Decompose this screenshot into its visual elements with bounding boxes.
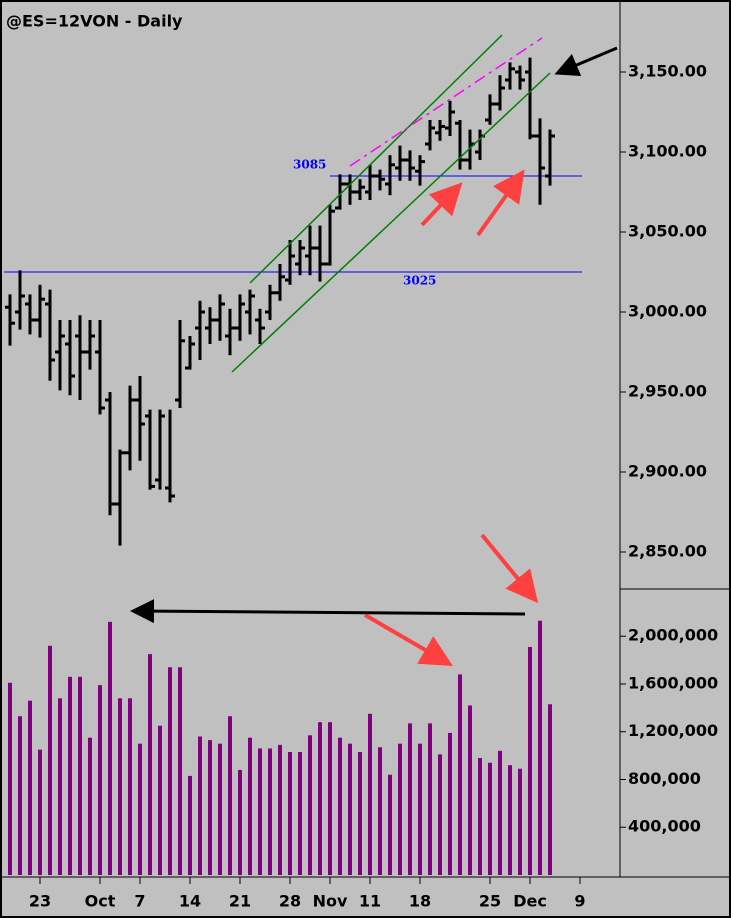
y-tick-label: 3,150.00: [628, 62, 707, 81]
volume-bar: [398, 743, 402, 875]
x-tick-label: 21: [229, 892, 251, 911]
volume-bar: [428, 723, 432, 875]
volume-bar: [408, 723, 412, 875]
volume-bar: [158, 725, 162, 875]
volume-bar: [308, 735, 312, 875]
volume-bar: [238, 769, 242, 875]
volume-bar: [108, 621, 112, 875]
volume-bar: [8, 682, 12, 875]
arrow: [363, 613, 453, 667]
arrow: [476, 169, 525, 237]
volume-bar: [18, 716, 22, 875]
volume-bar: [338, 737, 342, 875]
volume-bar: [508, 765, 512, 875]
y-tick-label: 3,100.00: [628, 142, 707, 161]
y-tick-label: 400,000: [628, 817, 701, 836]
volume-bar: [58, 698, 62, 875]
channel-line: [231, 72, 551, 373]
volume-bar: [448, 732, 452, 875]
volume-bar: [88, 737, 92, 875]
volume-bar: [248, 737, 252, 875]
level-label: 3025: [403, 274, 436, 288]
y-tick-label: 2,900.00: [628, 462, 707, 481]
volume-bar: [458, 674, 462, 875]
volume-bar: [498, 750, 502, 875]
volume-bar: [258, 748, 262, 875]
x-tick-label: 7: [134, 892, 145, 911]
volume-bar: [548, 704, 552, 875]
volume-bar: [228, 716, 232, 875]
y-tick-label: 3,050.00: [628, 222, 707, 241]
volume-bar: [318, 722, 322, 875]
x-tick-label: 28: [279, 892, 301, 911]
volume-bar: [148, 654, 152, 875]
x-tick-label: 18: [409, 892, 431, 911]
y-tick-label: 800,000: [628, 769, 701, 788]
volume-bar: [378, 747, 382, 875]
arrow: [420, 182, 463, 227]
volume-bar: [198, 736, 202, 875]
y-tick-label: 2,000,000: [628, 626, 718, 645]
volume-bar: [68, 676, 72, 875]
volume-bar: [478, 757, 482, 875]
y-tick-label: 3,000.00: [628, 302, 707, 321]
volume-bar: [168, 667, 172, 875]
y-tick-label: 1,600,000: [628, 673, 718, 692]
volume-bar: [278, 744, 282, 875]
y-tick-label: 1,200,000: [628, 721, 718, 740]
volume-bar: [538, 620, 542, 875]
volume-bar: [348, 743, 352, 875]
volume-bar: [208, 740, 212, 875]
arrow: [480, 533, 539, 604]
volume-bar: [138, 743, 142, 875]
volume-bar: [488, 762, 492, 875]
volume-bar: [118, 698, 122, 875]
volume-bar: [438, 754, 442, 875]
volume-bar: [528, 646, 532, 875]
volume-bar: [188, 775, 192, 875]
x-tick-label: 14: [179, 892, 201, 911]
volume-bar: [38, 749, 42, 875]
volume-bar: [268, 748, 272, 875]
y-tick-label: 2,850.00: [628, 542, 707, 561]
trend-line: [349, 37, 543, 167]
x-tick-label: Dec: [513, 892, 547, 911]
volume-bar: [178, 667, 182, 875]
x-tick-label: 25: [479, 892, 501, 911]
chart-title: @ES=12VON - Daily: [6, 12, 183, 31]
volume-bar: [468, 705, 472, 875]
x-tick-label: 9: [574, 892, 585, 911]
volume-bar: [98, 685, 102, 875]
volume-bar: [418, 743, 422, 875]
volume-bar: [368, 713, 372, 875]
x-tick-label: 23: [29, 892, 51, 911]
x-tick-label: Nov: [313, 892, 348, 911]
volume-bar: [48, 645, 52, 875]
volume-bar: [298, 752, 302, 875]
level-label: 3085: [293, 158, 326, 172]
volume-bar: [388, 774, 392, 875]
volume-bar: [518, 768, 522, 875]
arrow: [554, 46, 618, 77]
volume-bar: [288, 752, 292, 875]
volume-bar: [78, 676, 82, 875]
volume-bar: [128, 698, 132, 875]
arrow: [130, 599, 526, 624]
y-tick-label: 2,950.00: [628, 382, 707, 401]
x-tick-label: Oct: [85, 892, 116, 911]
volume-bar: [358, 752, 362, 875]
volume-bar: [328, 722, 332, 875]
volume-bar: [218, 743, 222, 875]
channel-line: [249, 34, 503, 284]
x-tick-label: 11: [359, 892, 381, 911]
volume-bar: [28, 700, 32, 875]
